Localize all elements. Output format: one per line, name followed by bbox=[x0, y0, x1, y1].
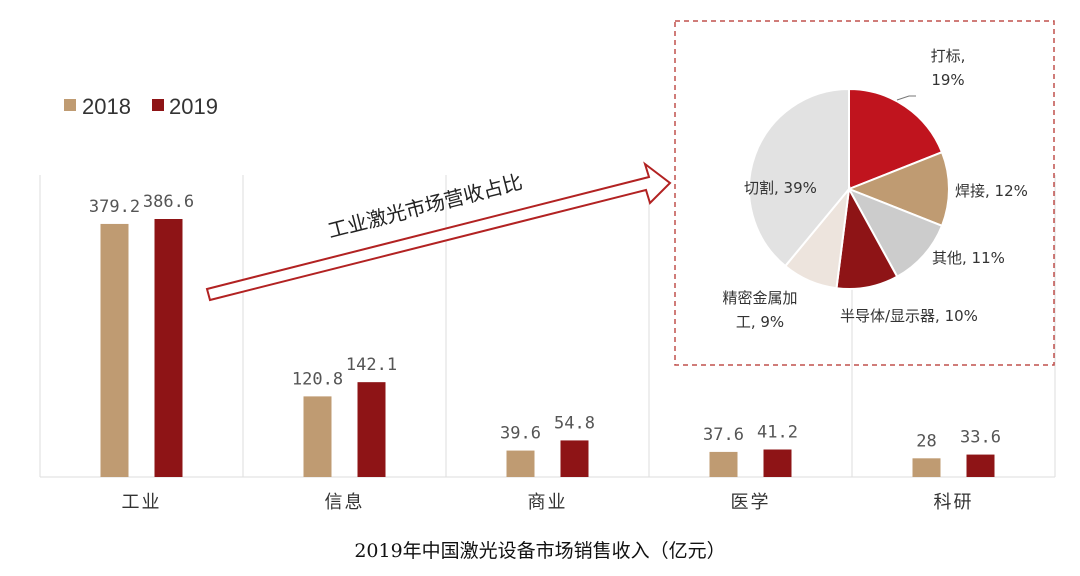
legend-swatch-2018 bbox=[64, 99, 76, 111]
legend-swatch-2019 bbox=[152, 99, 164, 111]
bar-2018-2 bbox=[506, 450, 535, 477]
pie-slice-1 bbox=[846, 150, 950, 228]
legend-label-2019: 2019 bbox=[169, 94, 218, 119]
category-labels: 工业 信息 商业 医学 科研 bbox=[122, 492, 974, 513]
bar-2018-1 bbox=[303, 396, 332, 477]
bar-2019-0 bbox=[154, 219, 183, 477]
pie-dashed-box bbox=[674, 20, 1055, 366]
value-label: 379.2 bbox=[89, 197, 140, 217]
value-label: 386.6 bbox=[143, 192, 194, 212]
category-label: 商业 bbox=[528, 492, 568, 513]
arrow-label: 工业激光市场营收占比 bbox=[325, 170, 525, 243]
bar-2019-3 bbox=[763, 449, 792, 477]
pie-label-4: 精密金属加工, 9% bbox=[722, 289, 797, 331]
value-label: 37.6 bbox=[703, 425, 744, 445]
bar-2019-1 bbox=[357, 382, 386, 477]
pie-leader-line bbox=[896, 95, 916, 101]
pie-label-0: 打标, 19% bbox=[931, 47, 966, 89]
category-label: 科研 bbox=[934, 492, 974, 513]
value-label: 142.1 bbox=[346, 355, 397, 375]
bar-2018-0 bbox=[100, 223, 129, 477]
value-label: 120.8 bbox=[292, 369, 343, 389]
pie-slice-2 bbox=[846, 187, 944, 278]
value-label: 39.6 bbox=[500, 424, 541, 444]
pie-label-5: 切割, 39% bbox=[744, 179, 817, 197]
arrow-callout: 工业激光市场营收占比 bbox=[205, 161, 672, 302]
pie-labels: 打标, 19% 焊接, 12% 其他, 11% 半导体/显示器, 10% 精密金属加工, … bbox=[722, 47, 1027, 331]
value-label: 41.2 bbox=[757, 423, 798, 443]
arrow-shape bbox=[205, 161, 672, 302]
value-label: 33.6 bbox=[960, 428, 1001, 448]
bar-2019-2 bbox=[560, 440, 589, 477]
pie-label-3: 半导体/显示器, 10% bbox=[840, 307, 978, 325]
legend-label-2018: 2018 bbox=[82, 94, 131, 119]
value-label: 28 bbox=[916, 431, 936, 451]
pie-slice-5 bbox=[748, 87, 850, 268]
pie-label-2: 其他, 11% bbox=[932, 249, 1005, 267]
bars bbox=[100, 219, 995, 477]
pie-slice-0 bbox=[848, 87, 944, 191]
grid-lines bbox=[39, 175, 1056, 478]
pie bbox=[748, 87, 950, 290]
legend: 2018 2019 bbox=[64, 94, 218, 119]
chart-caption: 2019年中国激光设备市场销售收入（亿元） bbox=[354, 540, 725, 562]
bar-2018-3 bbox=[709, 451, 738, 477]
bar-2018-4 bbox=[912, 458, 941, 477]
pie-label-1: 焊接, 12% bbox=[955, 182, 1028, 200]
category-label: 医学 bbox=[731, 492, 771, 513]
category-label: 工业 bbox=[122, 492, 162, 513]
value-label: 54.8 bbox=[554, 413, 595, 433]
bar-2019-4 bbox=[966, 454, 995, 477]
category-label: 信息 bbox=[325, 492, 365, 513]
